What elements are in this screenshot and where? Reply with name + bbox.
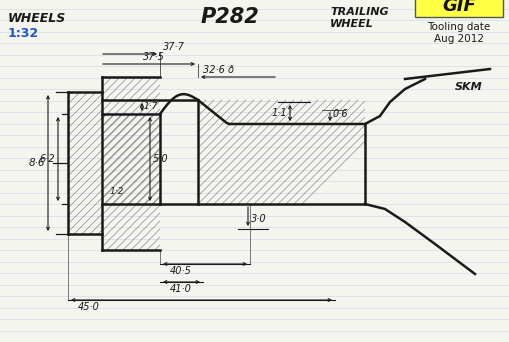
Text: SKM: SKM	[454, 82, 482, 92]
Text: 3·0: 3·0	[250, 214, 266, 224]
Text: 41·0: 41·0	[169, 284, 191, 294]
Text: 45·0: 45·0	[78, 302, 100, 312]
Text: WHEELS: WHEELS	[8, 12, 66, 25]
Text: 6·2: 6·2	[39, 154, 55, 164]
Text: 37·5: 37·5	[143, 52, 164, 62]
Bar	[414, 0, 502, 17]
Text: Tooling date: Tooling date	[427, 22, 490, 32]
Text: 1·1: 1·1	[271, 108, 287, 118]
Text: GIF: GIF	[441, 0, 475, 15]
Text: 1·2: 1·2	[110, 187, 124, 196]
Text: 32·6 ð: 32·6 ð	[203, 65, 234, 75]
Text: 1:32: 1:32	[8, 27, 39, 40]
Text: 0·6: 0·6	[332, 109, 348, 119]
Text: 40·5: 40·5	[169, 266, 191, 276]
Text: TRAILING
WHEEL: TRAILING WHEEL	[329, 7, 388, 29]
Text: Aug 2012: Aug 2012	[433, 34, 483, 44]
Text: 8·6: 8·6	[29, 158, 45, 168]
Text: P282: P282	[200, 7, 259, 27]
Text: 5·0: 5·0	[153, 154, 168, 164]
Text: 37·7: 37·7	[163, 42, 185, 52]
Text: 1·7: 1·7	[144, 103, 158, 111]
